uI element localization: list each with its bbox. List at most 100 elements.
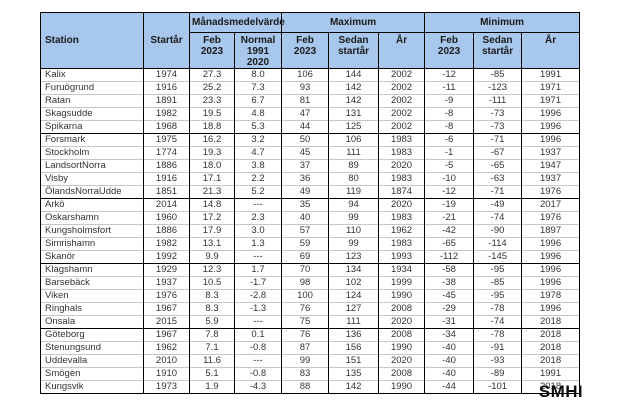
value-cell: 5.2 (233, 185, 283, 199)
value-cell: 99 (328, 237, 380, 251)
value-cell: 1937 (521, 172, 581, 186)
table-row: Arkö 2014 14.8 --- 35 94 2020 -19 -49 2017 (40, 198, 581, 212)
header-line: 2023 (293, 46, 317, 57)
value-cell: -78 (473, 328, 523, 342)
table-row: Ringhals 1967 8.3 -1.3 76 127 2008 -29 -78 1996 (40, 302, 581, 316)
value-cell: 1976 (521, 185, 581, 199)
station-cell: Forsmark (40, 133, 144, 147)
value-cell: 76 (281, 328, 330, 342)
value-cell: -93 (473, 354, 523, 368)
value-cell: 21.3 (189, 185, 235, 199)
value-cell: -8 (424, 107, 475, 121)
value-cell: 1978 (521, 289, 581, 303)
value-cell: --- (233, 198, 283, 212)
value-cell: 44 (281, 120, 330, 134)
value-cell: 2020 (378, 159, 426, 173)
value-cell: 1982 (143, 107, 190, 121)
value-cell: 136 (328, 328, 380, 342)
value-cell: 1971 (521, 81, 581, 95)
value-cell: 1937 (143, 276, 190, 290)
value-cell: 1983 (378, 237, 426, 251)
value-cell: 2008 (378, 302, 426, 316)
station-cell: Furuögrund (40, 81, 144, 95)
table-row: Furuögrund 1916 25.2 7.3 93 142 2002 -11 -123 197… (40, 81, 581, 95)
station-cell: Visby (40, 172, 144, 186)
value-cell: 1971 (521, 94, 581, 108)
value-cell: 81 (281, 94, 330, 108)
value-cell: 2002 (378, 120, 426, 134)
value-cell: -78 (473, 302, 523, 316)
value-cell: -12 (424, 68, 475, 82)
value-cell: 2010 (143, 354, 190, 368)
station-cell: Onsala (40, 315, 144, 329)
value-cell: 2008 (378, 367, 426, 381)
station-cell: Skanör (40, 250, 144, 264)
value-cell: -90 (473, 224, 523, 238)
value-cell: -85 (473, 68, 523, 82)
value-cell: 1983 (378, 172, 426, 186)
header-line: Sedan (482, 35, 513, 46)
value-cell: 142 (328, 94, 380, 108)
value-cell: 49 (281, 185, 330, 199)
group-header-maximum: Maximum (281, 12, 426, 33)
value-cell: 1886 (143, 159, 190, 173)
value-cell: -0.8 (233, 367, 283, 381)
value-cell: -73 (473, 120, 523, 134)
value-cell: 1960 (143, 211, 190, 225)
value-cell: -1.7 (233, 276, 283, 290)
value-cell: -71 (473, 185, 523, 199)
table-header: Station Startår Månadsmedelvärde Maximum… (40, 12, 581, 69)
value-cell: 1983 (378, 146, 426, 160)
value-cell: 11.6 (189, 354, 235, 368)
value-cell: 1996 (521, 133, 581, 147)
value-cell: -44 (424, 380, 475, 394)
value-cell: 1967 (143, 302, 190, 316)
header-line: startår (481, 46, 514, 57)
value-cell: 2002 (378, 81, 426, 95)
header-line: 1991 2020 (246, 46, 270, 68)
station-cell: ÖlandsNorraUdde (40, 185, 144, 199)
value-cell: 2018 (521, 328, 581, 342)
value-cell: -6 (424, 133, 475, 147)
value-cell: 125 (328, 120, 380, 134)
value-cell: -65 (424, 237, 475, 251)
value-cell: 3.8 (233, 159, 283, 173)
value-cell: 17.2 (189, 211, 235, 225)
value-cell: 2020 (378, 315, 426, 329)
table-row: Stockholm 1774 19.3 4.7 45 111 1983 -1 -67 1937 (40, 146, 581, 160)
value-cell: -12 (424, 185, 475, 199)
table-row: Klagshamn 1929 12.3 1.7 70 134 1934 -58 -95 1996 (40, 263, 581, 277)
value-cell: 2018 (521, 341, 581, 355)
header-group-row: Station Startår Månadsmedelvärde Maximum… (40, 12, 581, 69)
header-sub-row: Feb 2023 Normal 1991 2020 Feb 2023 Sedan sta… (41, 32, 581, 69)
value-cell: -40 (424, 341, 475, 355)
value-cell: 18.0 (189, 159, 235, 173)
station-cell: LandsortNorra (40, 159, 144, 173)
value-cell: 1968 (143, 120, 190, 134)
value-cell: 2.2 (233, 172, 283, 186)
station-cell: Göteborg (40, 328, 144, 342)
value-cell: 23.3 (189, 94, 235, 108)
value-cell: 83 (281, 367, 330, 381)
group-header-manadsmedelvarde: Månadsmedelvärde (188, 12, 285, 33)
value-cell: -34 (424, 328, 475, 342)
value-cell: 99 (328, 211, 380, 225)
value-cell: -8 (424, 120, 475, 134)
station-cell: Arkö (40, 198, 144, 212)
value-cell: 1982 (143, 237, 190, 251)
col-header-mean-feb-2023: Feb 2023 (189, 32, 235, 69)
value-cell: 80 (328, 172, 380, 186)
value-cell: -1.3 (233, 302, 283, 316)
station-cell: Spikarna (40, 120, 144, 134)
header-line: Feb (203, 35, 221, 46)
value-cell: -89 (473, 367, 523, 381)
value-cell: 1996 (521, 302, 581, 316)
station-cell: Ringhals (40, 302, 144, 316)
value-cell: 10.5 (189, 276, 235, 290)
col-header-min-ar: År (521, 32, 581, 69)
value-cell: 1851 (143, 185, 190, 199)
header-line: 2023 (437, 46, 461, 57)
value-cell: 111 (328, 315, 380, 329)
value-cell: 1996 (521, 250, 581, 264)
value-cell: -111 (473, 94, 523, 108)
